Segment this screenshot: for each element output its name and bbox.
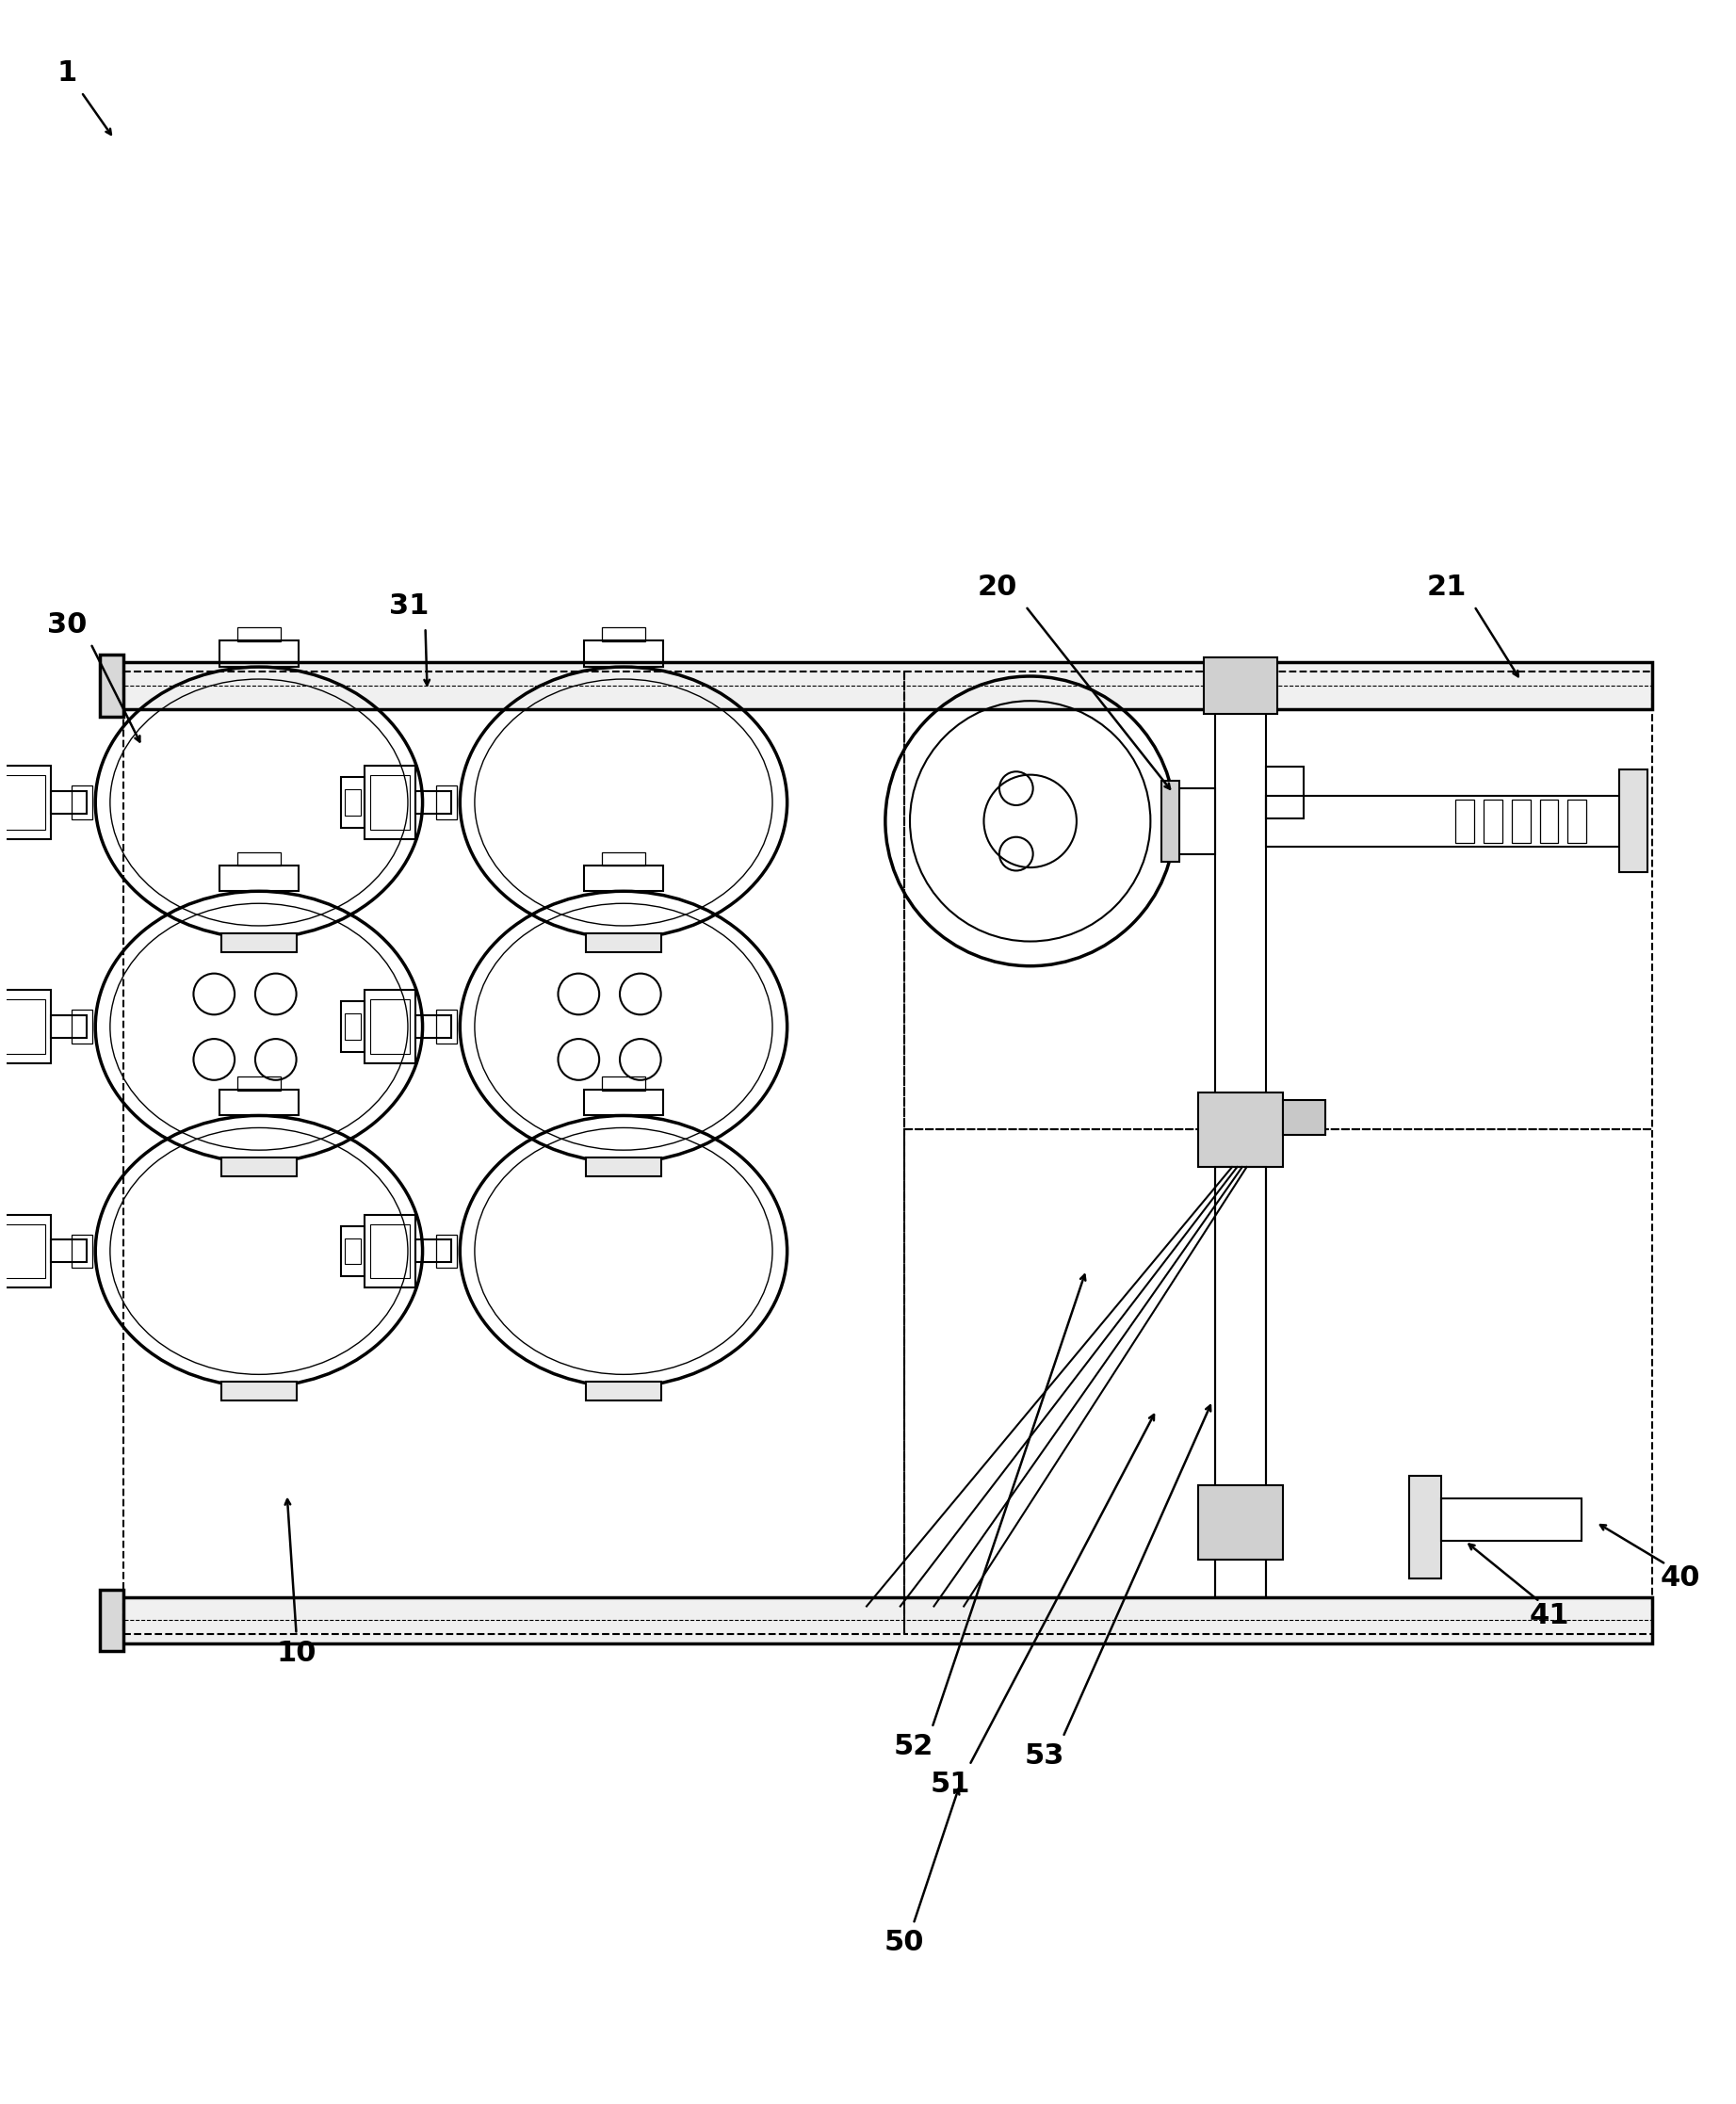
Bar (5, 1225, 45, 1279)
Bar (222, 1157, 297, 1176)
Bar (0, 1214, 50, 1288)
Bar (415, 791, 451, 814)
Bar (118, 663, 1653, 709)
Bar (0, 766, 50, 839)
Bar (587, 1382, 661, 1401)
Bar (436, 785, 457, 818)
Bar (436, 1235, 457, 1269)
Bar (101, 654, 123, 717)
Bar (1410, 1475, 1441, 1578)
Bar (71, 1235, 92, 1269)
Text: 31: 31 (389, 593, 429, 621)
Bar (50, 1016, 87, 1037)
Bar (340, 1002, 365, 1052)
Bar (1161, 781, 1180, 861)
Text: 53: 53 (1024, 1742, 1064, 1769)
Bar (238, 627, 281, 642)
Bar (365, 1214, 415, 1288)
Bar (344, 789, 361, 816)
Bar (370, 776, 410, 829)
Bar (415, 1239, 451, 1262)
Bar (365, 766, 415, 839)
Bar (118, 1597, 1653, 1643)
Bar (238, 1077, 281, 1090)
Bar (1266, 795, 1623, 846)
Bar (1198, 1092, 1283, 1168)
Bar (5, 999, 45, 1054)
Text: 50: 50 (884, 1929, 924, 1957)
Bar (602, 627, 646, 642)
Bar (365, 991, 415, 1063)
Bar (1568, 800, 1587, 844)
Bar (587, 934, 661, 951)
Bar (101, 1589, 123, 1652)
Bar (1441, 1498, 1581, 1540)
Bar (583, 1090, 663, 1115)
Bar (219, 642, 299, 667)
Bar (219, 1090, 299, 1115)
Bar (370, 1225, 410, 1279)
Bar (1540, 800, 1559, 844)
Bar (1620, 770, 1647, 873)
Bar (1215, 1168, 1266, 1597)
Bar (222, 1382, 297, 1401)
Bar (415, 1016, 451, 1037)
Text: 21: 21 (1427, 574, 1467, 602)
Bar (1266, 768, 1304, 818)
Text: 40: 40 (1660, 1565, 1700, 1593)
Bar (583, 865, 663, 892)
Bar (71, 785, 92, 818)
Bar (1283, 1100, 1325, 1136)
Bar (50, 1239, 87, 1262)
Bar (436, 1010, 457, 1044)
Bar (344, 1237, 361, 1265)
Bar (1484, 800, 1502, 844)
Bar (71, 1010, 92, 1044)
Bar (602, 852, 646, 867)
Bar (1175, 789, 1215, 854)
Bar (340, 776, 365, 827)
Bar (344, 1014, 361, 1039)
Bar (583, 642, 663, 667)
Bar (1455, 800, 1474, 844)
Text: 1: 1 (57, 59, 78, 86)
Text: 51: 51 (930, 1769, 970, 1797)
Bar (587, 1157, 661, 1176)
Bar (0, 991, 50, 1063)
Text: 41: 41 (1529, 1601, 1569, 1628)
Text: 30: 30 (47, 610, 87, 638)
Text: 10: 10 (276, 1639, 316, 1666)
Bar (1215, 709, 1266, 1597)
Bar (238, 852, 281, 867)
Bar (1198, 1485, 1283, 1559)
Bar (5, 776, 45, 829)
Bar (222, 934, 297, 951)
Bar (219, 865, 299, 892)
Text: 20: 20 (977, 574, 1017, 602)
Bar (1203, 659, 1278, 713)
Bar (1512, 800, 1531, 844)
Bar (602, 1077, 646, 1090)
Bar (370, 999, 410, 1054)
Bar (340, 1227, 365, 1277)
Text: 52: 52 (894, 1734, 934, 1761)
Bar (50, 791, 87, 814)
